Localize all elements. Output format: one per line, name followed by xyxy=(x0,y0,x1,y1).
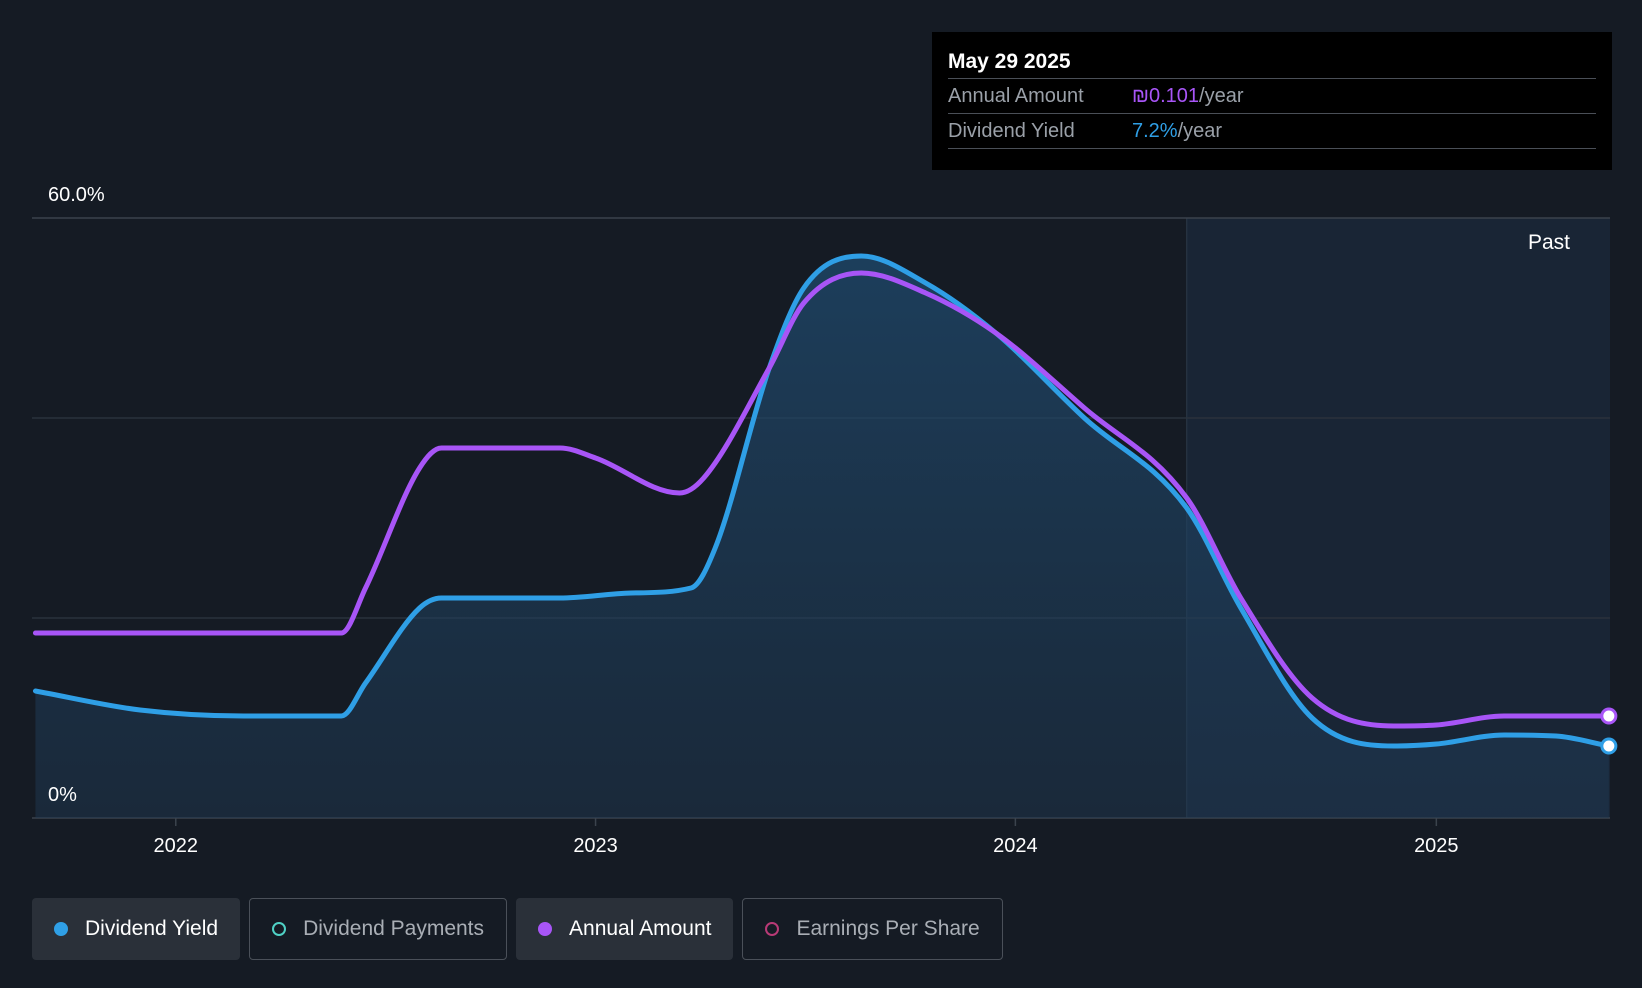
tooltip: May 29 2025 Annual Amount ₪0.101 /year D… xyxy=(932,32,1612,170)
y-axis-bottom-label: 0% xyxy=(48,784,77,806)
x-tick-label: 2024 xyxy=(993,835,1038,857)
tooltip-row-annual-amount: Annual Amount ₪0.101 /year xyxy=(948,79,1596,114)
dividend-yield-dot-icon xyxy=(54,922,68,936)
tooltip-label: Annual Amount xyxy=(948,85,1084,107)
dividend-yield-end-marker xyxy=(1600,737,1618,755)
legend-label: Dividend Payments xyxy=(303,917,485,940)
tooltip-unit: /year xyxy=(1177,120,1223,142)
x-axis: 2022 2023 2024 2025 xyxy=(154,818,1459,857)
tooltip-unit: /year xyxy=(1199,85,1244,107)
annual-amount-line xyxy=(32,270,1612,729)
tooltip-row-dividend-yield: Dividend Yield 7.2% /year xyxy=(948,114,1596,149)
legend-annual-amount[interactable]: Annual Amount xyxy=(516,898,734,960)
earnings-per-share-ring-icon xyxy=(765,922,780,936)
x-tick-label: 2023 xyxy=(573,835,618,857)
legend-dividend-payments[interactable]: Dividend Payments xyxy=(249,898,508,960)
legend-label: Dividend Yield xyxy=(85,917,219,940)
tooltip-date: May 29 2025 xyxy=(948,46,1596,79)
tooltip-value: ₪0.101 xyxy=(1132,85,1200,107)
legend-earnings-per-share[interactable]: Earnings Per Share xyxy=(742,898,1003,960)
legend: Dividend Yield Dividend Payments Annual … xyxy=(32,898,1012,960)
legend-label: Annual Amount xyxy=(569,917,712,940)
dividend-payments-ring-icon xyxy=(272,922,287,936)
dividend-yield-line xyxy=(32,253,1612,749)
y-axis-top-label: 60.0% xyxy=(48,184,105,206)
x-tick-label: 2025 xyxy=(1414,835,1459,857)
tooltip-label: Dividend Yield xyxy=(948,120,1075,142)
tooltip-value: 7.2% xyxy=(1132,120,1178,142)
annual-amount-dot-icon xyxy=(538,922,553,936)
dividend-yield-area xyxy=(35,256,1609,818)
annual-amount-end-marker xyxy=(1600,707,1618,725)
x-tick-label: 2022 xyxy=(154,835,199,857)
legend-label: Earnings Per Share xyxy=(796,917,980,940)
past-label: Past xyxy=(1528,231,1570,254)
legend-dividend-yield[interactable]: Dividend Yield xyxy=(32,898,241,960)
